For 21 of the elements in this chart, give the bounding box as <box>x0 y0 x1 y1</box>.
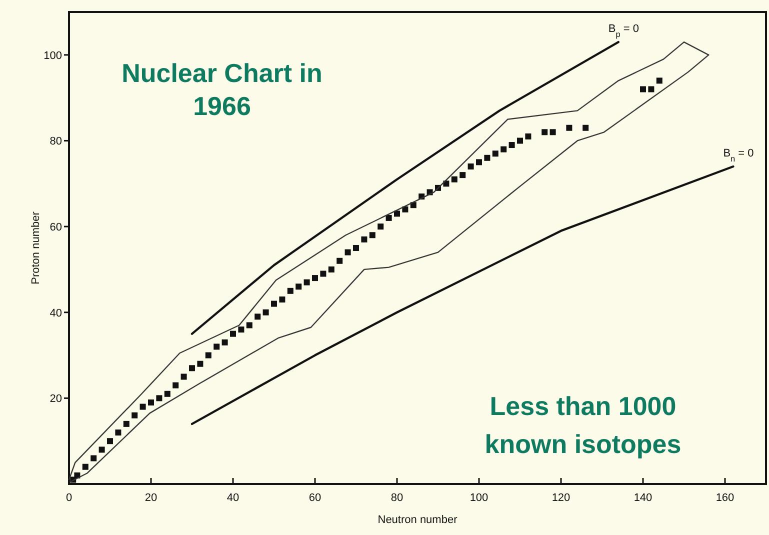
annotation: Less than 1000 known isotopes <box>484 391 682 459</box>
y-tick-label: 100 <box>44 50 62 62</box>
y-axis-title: Proton number <box>30 211 42 284</box>
x-tick-label: 0 <box>66 492 72 504</box>
x-tick-label: 120 <box>552 492 570 504</box>
x-tick-label: 140 <box>634 492 652 504</box>
line-series <box>190 165 734 426</box>
series-label: B$_{n}$ = 0 <box>723 147 754 163</box>
x-tick-label: 100 <box>470 492 488 504</box>
y-tick-label: 20 <box>50 393 62 406</box>
x-tick-label: 80 <box>390 492 404 504</box>
y-tick-label: 80 <box>50 136 62 148</box>
y-tick-label: 60 <box>50 222 62 234</box>
x-tick-label: 40 <box>226 492 240 504</box>
x-tick-label: 160 <box>716 492 734 504</box>
y-tick-label: 40 <box>50 307 62 320</box>
x-axis-title: Neutron number <box>378 514 458 526</box>
x-tick-label: 20 <box>144 492 158 504</box>
x-tick-label: 60 <box>308 492 322 504</box>
series-label: B$_{p}$ = 0 <box>608 23 639 39</box>
text: Nuclear Chart in 1966 <box>122 58 322 121</box>
